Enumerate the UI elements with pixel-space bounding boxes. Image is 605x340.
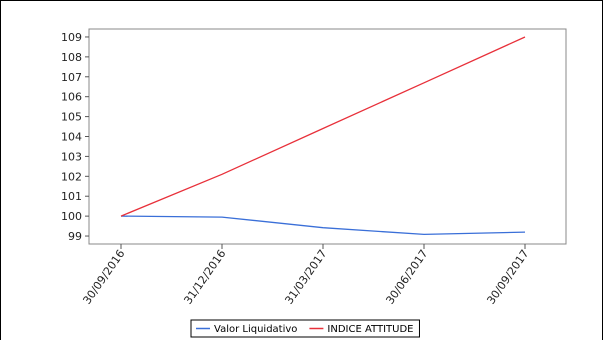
series-line [120,36,526,217]
y-tick-label: 100 [61,210,82,223]
x-tick-label: 31/03/2017 [282,247,329,306]
y-tick-label: 108 [61,51,82,64]
x-tick-label: 30/06/2017 [383,247,430,306]
x-tick-label: 30/09/2016 [80,247,127,306]
y-tick-label: 99 [68,230,82,243]
y-axis: 99 100 101 102 103 104 105 106 107 108 109 [61,31,89,243]
y-tick-label: 106 [61,91,82,104]
x-tick-label: 31/12/2016 [181,247,228,306]
series-lines [120,36,526,236]
y-tick-label: 102 [61,170,82,183]
y-tick-label: 107 [61,71,82,84]
plot-area [88,28,567,245]
y-tick-label: 104 [61,131,82,144]
x-axis: 30/09/2016 31/12/2016 31/03/2017 30/06/2017… [80,244,531,307]
y-tick-label: 103 [61,150,82,163]
legend-box [190,319,420,338]
y-tick-label: 109 [61,31,82,44]
legend: Valor Liquidativo INDICE ATTITUDE [190,319,420,338]
legend-label: Valor Liquidativo [214,324,297,335]
y-tick-label: 101 [61,190,82,203]
legend-label: INDICE ATTITUDE [327,324,413,335]
y-tick-label: 105 [61,111,82,124]
x-tick-label: 30/09/2017 [484,247,531,306]
series-line [120,215,526,236]
